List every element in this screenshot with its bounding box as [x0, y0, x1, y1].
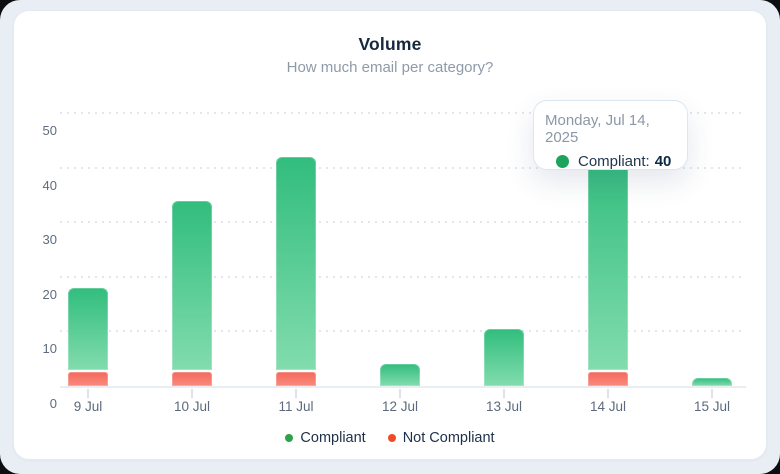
legend-label-compliant: Compliant: [300, 430, 366, 446]
gridline-y-20: [60, 275, 746, 278]
chart-title: Volume: [358, 34, 422, 54]
bar-segment-compliant-10-jul[interactable]: [172, 201, 212, 371]
chart-subtitle: How much email per category?: [286, 59, 494, 76]
bar-segment-not-compliant-14-jul[interactable]: [588, 372, 628, 386]
y-axis-label-40: 40: [42, 177, 57, 193]
y-axis-label-50: 50: [42, 123, 57, 138]
compliant-dot-icon: [285, 434, 294, 442]
gridline-y-30: [60, 221, 746, 224]
chart-tooltip: Monday, Jul 14, 2025 Compliant: 40: [533, 100, 688, 170]
x-axis-label-15-jul: 15 Jul: [693, 399, 731, 414]
x-axis-baseline: [60, 386, 746, 388]
bar-segment-not-compliant-11-jul[interactable]: [276, 372, 316, 386]
legend-item-not-compliant[interactable]: Not Compliant: [387, 430, 495, 446]
x-axis-label-14-jul: 14 Jul: [589, 399, 627, 414]
compliant-dot-icon: [556, 155, 569, 168]
tooltip-series-row: Compliant: 40: [556, 153, 687, 170]
tooltip-series-label: Compliant:: [578, 153, 650, 170]
legend-item-compliant[interactable]: Compliant: [285, 430, 366, 446]
bar-segment-compliant-9-jul[interactable]: [68, 288, 108, 371]
y-axis-label-30: 30: [42, 232, 57, 248]
x-axis-tick-13-jul: [503, 389, 505, 398]
tooltip-date: Monday, Jul 14, 2025: [545, 112, 650, 146]
x-axis-label-11-jul: 11 Jul: [278, 399, 314, 414]
x-axis-label-12-jul: 12 Jul: [381, 399, 419, 414]
legend-label-not-compliant: Not Compliant: [402, 430, 495, 446]
bar-segment-compliant-14-jul[interactable]: [588, 151, 628, 371]
x-axis-label-13-jul: 13 Jul: [485, 399, 523, 414]
y-axis-label-20: 20: [42, 286, 57, 302]
tooltip-series-value: 40: [654, 153, 672, 170]
bar-segment-compliant-15-jul[interactable]: [692, 377, 732, 386]
x-axis-tick-12-jul: [399, 389, 401, 398]
gridline-y-50: [60, 112, 746, 114]
bar-segment-compliant-12-jul[interactable]: [380, 364, 420, 386]
chart-legend: Compliant Not Compliant: [0, 430, 780, 446]
y-axis-label-10: 10: [42, 341, 57, 357]
x-axis-tick-10-jul: [191, 389, 193, 398]
x-axis-tick-9-jul: [87, 389, 89, 398]
bar-segment-not-compliant-10-jul[interactable]: [172, 372, 212, 386]
bar-segment-compliant-11-jul[interactable]: [276, 157, 316, 371]
x-axis-tick-15-jul: [711, 389, 713, 398]
y-axis-label-0: 0: [49, 396, 57, 411]
x-axis-tick-14-jul: [607, 389, 609, 398]
not-compliant-dot-icon: [387, 434, 396, 442]
bar-segment-not-compliant-9-jul[interactable]: [68, 372, 108, 386]
x-axis-tick-11-jul: [295, 389, 297, 398]
x-axis-label-9-jul: 9 Jul: [73, 399, 103, 414]
x-axis-label-10-jul: 10 Jul: [173, 399, 211, 414]
bar-segment-compliant-13-jul[interactable]: [484, 328, 524, 386]
gridline-y-10: [60, 330, 746, 333]
gridline-y-40: [60, 166, 746, 169]
